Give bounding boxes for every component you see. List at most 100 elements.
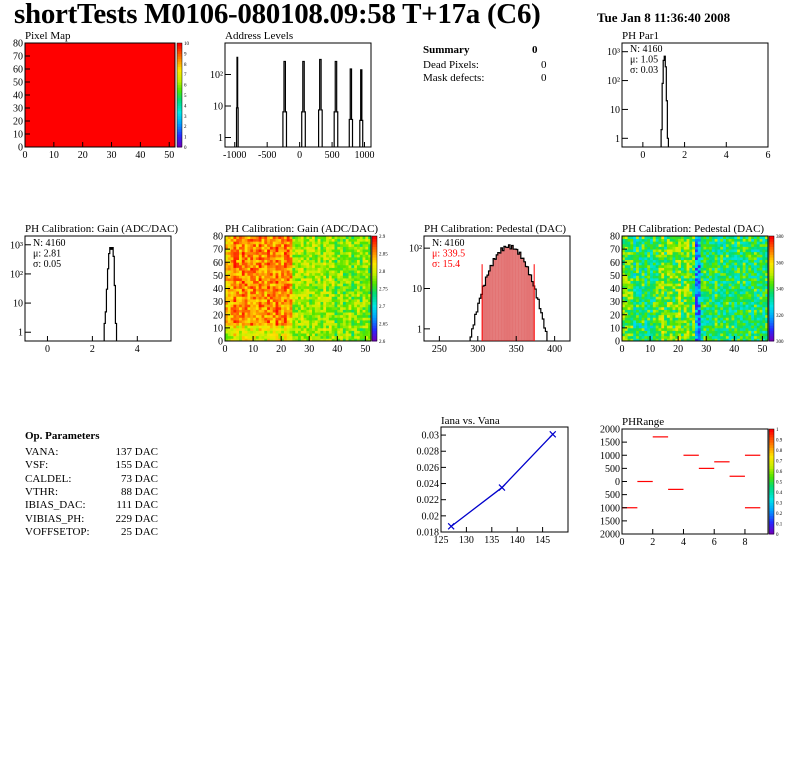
heatmap-cell [692,262,696,266]
heatmap-cell [236,333,240,337]
heatmap-cell [641,299,645,303]
heatmap-cell [737,251,741,255]
heatmap-cell [689,267,693,271]
heatmap-cell [762,322,766,326]
heatmap-cell [264,335,268,339]
heatmap-cell [275,278,279,282]
heatmap-cell [255,254,260,258]
heatmap-cell [359,270,363,274]
heatmap-cell [622,299,626,303]
heatmap-cell [753,317,758,321]
heatmap-cell [720,259,724,263]
heatmap-cell [706,257,710,261]
heatmap-cell [751,333,755,337]
heatmap-cell [253,320,257,324]
heatmap-cell [650,327,654,331]
heatmap-cell [233,338,237,342]
heatmap-cell [340,251,344,255]
heatmap-cell [250,309,254,313]
heatmap-cell [683,299,687,303]
heatmap-cell [627,293,631,297]
heatmap-cell [365,249,369,253]
heatmap-cell [756,333,760,337]
heatmap-cell [351,259,355,263]
heatmap-cell [351,320,355,324]
heatmap-cell [354,264,358,268]
heatmap-cell [264,264,268,268]
heatmap-cell [734,301,738,305]
heatmap-cell [272,257,276,261]
heatmap-cell [365,299,369,303]
heatmap-cell [627,278,631,282]
heatmap-cell [717,257,721,261]
heatmap-cell [244,243,248,247]
heatmap-cell [312,335,316,339]
heatmap-cell [650,264,654,268]
heatmap-cell [286,288,290,292]
heatmap-cell [241,285,246,289]
heatmap-cell [275,285,279,289]
heatmap-cell [664,330,668,334]
heatmap-cell [303,312,307,316]
heatmap-cell [734,288,738,292]
heatmap-cell [356,262,361,266]
heatmap-cell [275,243,279,247]
colorbar-cell [769,510,774,514]
heatmap-cell [661,272,665,276]
heatmap-cell [669,299,673,303]
heatmap-cell [236,301,240,305]
heatmap-cell [314,249,319,253]
heatmap-cell [334,304,338,308]
heatmap-cell [340,322,344,326]
heatmap-cell [365,320,369,324]
heatmap-cell [289,257,293,261]
heatmap-cell [233,296,237,300]
heatmap-cell [278,301,282,305]
heatmap-cell [622,257,626,261]
heatmap-cell [664,246,668,250]
heatmap-cell [328,325,333,329]
heatmap-cell [700,317,704,321]
heatmap-cell [647,275,651,279]
heatmap-cell [765,264,769,268]
heatmap-cell [267,246,271,250]
heatmap-cell [711,285,716,289]
heatmap-cell [354,254,358,258]
heatmap-cell [359,264,363,268]
heatmap-cell [359,309,363,313]
heatmap-cell [368,317,372,321]
heatmap-cell [230,301,234,305]
heatmap-cell [351,278,355,282]
heatmap-cell [692,246,696,250]
heatmap-cell [300,320,305,324]
histogram-line [103,247,118,341]
heatmap-cell [278,246,282,250]
heatmap-cell [652,320,657,324]
heatmap-cell [664,327,668,331]
heatmap-cell [714,314,718,318]
heatmap-cell [728,293,732,297]
heatmap-cell [236,296,240,300]
heatmap-cell [365,285,369,289]
heatmap-cell [742,322,746,326]
heatmap-cell [351,257,355,261]
stats-line: μ: 2.81 [33,249,61,260]
colorbar-cell [372,283,377,287]
heatmap-cell [236,314,240,318]
heatmap-cell [312,272,316,276]
heatmap-cell [334,285,338,289]
heatmap-cell [351,291,355,295]
heatmap-cell [717,293,721,297]
plot-frame [440,426,569,533]
heatmap-cell [328,314,333,318]
heatmap-cell [678,267,682,271]
heatmap-cell [227,280,232,284]
summary-mask-value: 0 [541,72,547,84]
heatmap-cell [683,246,687,250]
heatmap-cell [706,314,710,318]
heatmap-cell [664,291,668,295]
heatmap-cell [751,246,755,250]
heatmap-cell [356,330,361,334]
heatmap-cell [247,254,251,258]
heatmap-cell [745,296,749,300]
